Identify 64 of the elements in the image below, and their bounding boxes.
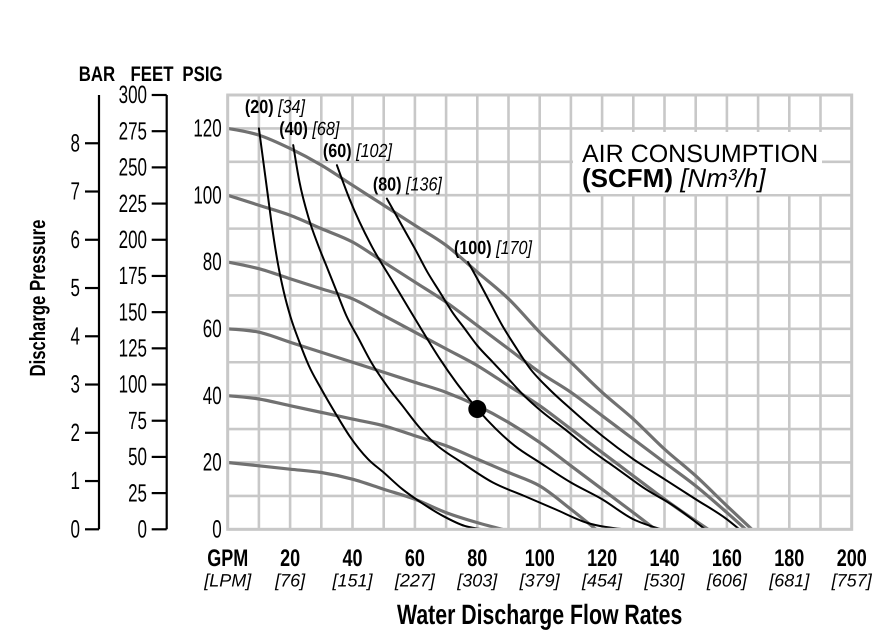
y-tick-label: 100 bbox=[193, 181, 222, 210]
x-tick-label: GPM bbox=[207, 546, 248, 572]
y2-tick-label: 125 bbox=[118, 334, 147, 362]
x2-tick-label: [LPM] bbox=[203, 570, 252, 590]
x-tick-label: 160 bbox=[712, 546, 742, 572]
y3-tick-label: 7 bbox=[70, 177, 80, 206]
y2-tick-label: 225 bbox=[118, 190, 147, 218]
x2-tick-label: [76] bbox=[274, 570, 306, 590]
line-series bbox=[228, 460, 504, 530]
x-tick-label: 60 bbox=[404, 546, 425, 572]
y2-tick-label: 175 bbox=[118, 262, 147, 290]
y-tick-label: 0 bbox=[212, 515, 222, 544]
series-label: (100) [170] bbox=[454, 236, 534, 258]
x-tick-label: 140 bbox=[649, 546, 680, 572]
y2-tick-label: 250 bbox=[118, 153, 148, 182]
line-series bbox=[466, 261, 740, 530]
x2-tick-label: [379] bbox=[518, 570, 561, 590]
y-tick-label: 120 bbox=[193, 114, 222, 142]
y2-tick-label: 100 bbox=[118, 370, 148, 399]
x-tick-label: 80 bbox=[467, 546, 488, 572]
y3-tick-label: 0 bbox=[70, 515, 80, 544]
y-axis-title: PSIG bbox=[182, 63, 223, 87]
text: Discharge Pressure bbox=[26, 219, 50, 376]
y3-tick-label: 8 bbox=[70, 129, 80, 158]
x2-tick-label: [227] bbox=[394, 570, 436, 590]
x2-tick-label: [303] bbox=[456, 570, 498, 590]
x-tick-label: 200 bbox=[836, 546, 867, 572]
y2-tick-label: 75 bbox=[128, 406, 147, 435]
series-label: (20) [34] bbox=[244, 96, 306, 118]
x2-tick-label: [454] bbox=[581, 570, 624, 590]
y3-axis-title: BAR bbox=[78, 63, 116, 87]
x2-tick-label: [530] bbox=[643, 570, 686, 590]
annotation: AIR CONSUMPTION (SCFM) [Nm³/h] bbox=[582, 140, 818, 193]
y2-tick-label: 0 bbox=[138, 515, 148, 544]
y2-tick-label: 275 bbox=[118, 117, 147, 146]
y-tick-label: 20 bbox=[202, 448, 222, 477]
line-series bbox=[386, 198, 706, 530]
line-series bbox=[228, 394, 598, 530]
y2-tick-label: 50 bbox=[128, 442, 148, 471]
y-tick-label: 60 bbox=[202, 314, 222, 343]
x-tick-label: 180 bbox=[774, 546, 804, 572]
x2-tick-label: [606] bbox=[706, 570, 748, 590]
x-axis-title: Water Discharge Flow Rates bbox=[397, 599, 682, 631]
y2-tick-label: 200 bbox=[118, 226, 148, 254]
y2-tick-label: 150 bbox=[118, 298, 148, 326]
x-tick-label: 20 bbox=[280, 546, 300, 572]
series-label: (40) [68] bbox=[279, 118, 340, 140]
y3-tick-label: 1 bbox=[70, 467, 80, 496]
x2-tick-label: [757] bbox=[830, 570, 873, 590]
y-tick-label: 40 bbox=[202, 382, 222, 410]
y3-tick-label: 2 bbox=[70, 418, 80, 447]
y2-tick-label: 25 bbox=[128, 479, 147, 508]
y3-tick-label: 4 bbox=[70, 322, 80, 350]
y3-tick-label: 6 bbox=[70, 226, 80, 254]
x2-tick-label: [151] bbox=[331, 570, 374, 590]
series-label: (80) [136] bbox=[372, 173, 443, 195]
x-tick-label: 120 bbox=[587, 546, 618, 572]
x2-tick-label: [681] bbox=[768, 570, 810, 590]
x-tick-label: 40 bbox=[342, 546, 363, 572]
y3-tick-label: 3 bbox=[70, 370, 80, 399]
x-tick-label: 100 bbox=[524, 546, 555, 572]
y-tick-label: 80 bbox=[202, 248, 222, 276]
y3-tick-label: 5 bbox=[70, 274, 80, 302]
series-label: (60) [102] bbox=[322, 140, 394, 162]
